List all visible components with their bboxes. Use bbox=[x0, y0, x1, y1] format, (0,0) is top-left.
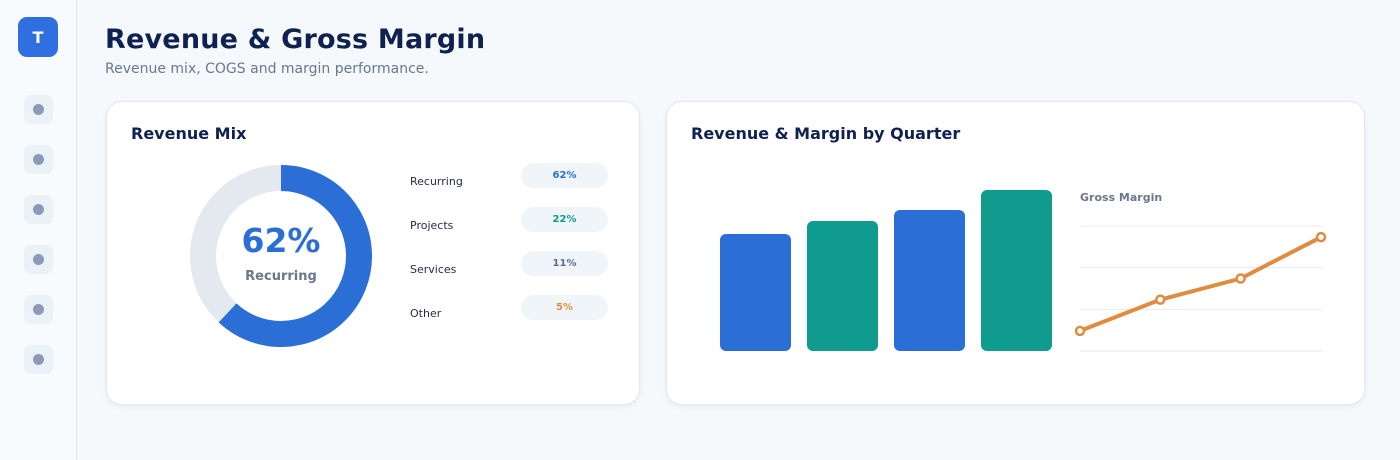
sidebar-item-5[interactable] bbox=[24, 295, 53, 324]
sidebar: T bbox=[0, 0, 77, 460]
nav-dot-icon bbox=[33, 104, 44, 115]
legend-label: Other bbox=[410, 307, 442, 320]
quarter-chart-card: Revenue & Margin by Quarter Gross Margin bbox=[666, 101, 1365, 405]
gross-margin-point bbox=[1074, 325, 1086, 337]
nav-dot-icon bbox=[33, 304, 44, 315]
legend-label: Services bbox=[410, 263, 457, 276]
legend-value-badge: 11% bbox=[521, 251, 608, 276]
nav-dot-icon bbox=[33, 154, 44, 165]
legend-value-badge: 22% bbox=[521, 207, 608, 232]
revenue-mix-card: Revenue Mix 62% Recurring Recurring 62% … bbox=[106, 101, 640, 405]
nav-dot-icon bbox=[33, 354, 44, 365]
legend-label: Recurring bbox=[410, 175, 463, 188]
gross-margin-line bbox=[1079, 235, 1322, 333]
revenue-mix-donut: 62% Recurring bbox=[190, 165, 372, 347]
quarter-bar bbox=[807, 221, 878, 351]
nav-dot-icon bbox=[33, 254, 44, 265]
donut-center: 62% Recurring bbox=[190, 165, 372, 347]
app-logo[interactable]: T bbox=[18, 17, 58, 57]
quarter-chart-svg bbox=[720, 190, 1327, 352]
page-subtitle: Revenue mix, COGS and margin performance… bbox=[105, 61, 429, 77]
donut-recurring-arc bbox=[218, 165, 372, 347]
legend-value-badge: 5% bbox=[521, 295, 608, 320]
legend-value-badge: 62% bbox=[521, 163, 608, 188]
legend-row-projects: Projects 22% bbox=[410, 207, 610, 233]
revenue-mix-title: Revenue Mix bbox=[131, 124, 247, 143]
nav-dot-icon bbox=[33, 204, 44, 215]
donut-value: 62% bbox=[241, 221, 321, 260]
legend-row-other: Other 5% bbox=[410, 295, 610, 321]
gross-margin-point bbox=[1235, 273, 1246, 284]
quarter-bar bbox=[720, 234, 791, 351]
quarter-chart-title: Revenue & Margin by Quarter bbox=[691, 124, 961, 143]
sidebar-item-3[interactable] bbox=[24, 195, 53, 224]
legend-row-services: Services 11% bbox=[410, 251, 610, 277]
sidebar-item-2[interactable] bbox=[24, 145, 53, 174]
quarter-bar bbox=[981, 190, 1052, 351]
legend-label: Projects bbox=[410, 219, 454, 232]
gross-margin-title: Gross Margin bbox=[1080, 191, 1163, 204]
sidebar-item-6[interactable] bbox=[24, 345, 53, 374]
donut-svg bbox=[190, 165, 372, 347]
sidebar-item-1[interactable] bbox=[24, 95, 53, 124]
gross-margin-point bbox=[1315, 231, 1327, 243]
quarter-bar bbox=[894, 210, 965, 351]
sidebar-item-4[interactable] bbox=[24, 245, 53, 274]
donut-label: Recurring bbox=[245, 269, 317, 284]
legend-row-recurring: Recurring 62% bbox=[410, 163, 610, 189]
page-title: Revenue & Gross Margin bbox=[105, 24, 486, 55]
gross-margin-point bbox=[1155, 294, 1166, 305]
